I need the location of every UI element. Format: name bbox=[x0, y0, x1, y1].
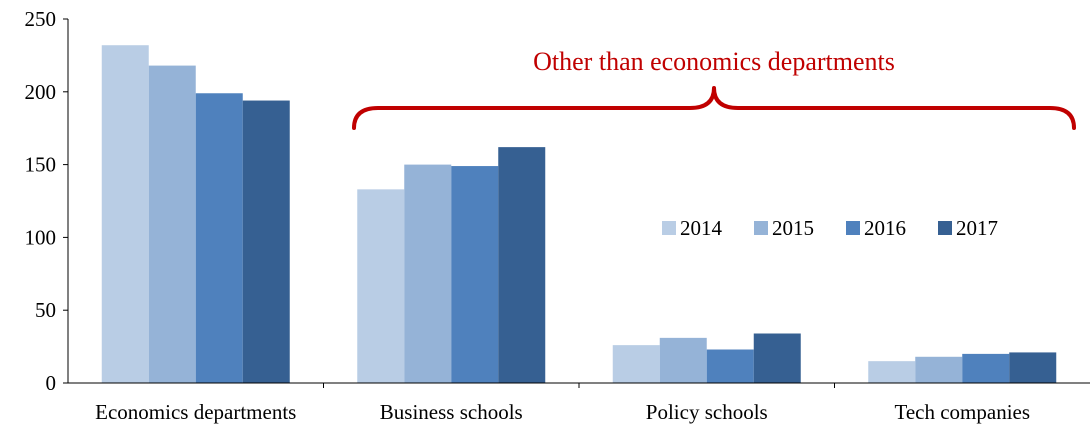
bar-2015 bbox=[148, 65, 196, 383]
bar-group bbox=[101, 45, 290, 384]
y-tick-label: 50 bbox=[35, 298, 56, 322]
legend-swatch bbox=[754, 221, 768, 235]
bar-group bbox=[612, 333, 801, 383]
legend-item: 2017 bbox=[938, 216, 998, 240]
bar-group bbox=[868, 352, 1057, 383]
annotation-brace bbox=[352, 86, 1076, 130]
y-tick-label: 0 bbox=[46, 371, 57, 395]
bar-2017 bbox=[1009, 352, 1057, 383]
bars-layer bbox=[101, 45, 1057, 384]
bar-group bbox=[357, 147, 546, 383]
legend: 2014 2015 2016 2017 bbox=[662, 216, 998, 240]
annotation-layer: Other than economics departments bbox=[352, 47, 1076, 130]
legend-item: 2014 bbox=[662, 216, 723, 240]
legend-label: 2016 bbox=[864, 216, 906, 240]
bar-2014 bbox=[357, 189, 405, 383]
bar-2017 bbox=[498, 147, 546, 383]
bar-2014 bbox=[868, 361, 916, 383]
legend-swatch bbox=[662, 221, 676, 235]
y-tick-label: 100 bbox=[25, 225, 57, 249]
x-tick-label: Business schools bbox=[380, 400, 523, 424]
legend-label: 2015 bbox=[772, 216, 814, 240]
y-tick-label: 200 bbox=[25, 80, 57, 104]
y-tick-label: 250 bbox=[25, 7, 57, 31]
legend-swatch bbox=[846, 221, 860, 235]
legend-label: 2014 bbox=[680, 216, 723, 240]
x-tick-label: Policy schools bbox=[646, 400, 768, 424]
bar-2017 bbox=[753, 333, 801, 383]
bar-2016 bbox=[451, 166, 499, 383]
bar-2016 bbox=[706, 349, 754, 383]
bar-2016 bbox=[195, 93, 243, 383]
legend-label: 2017 bbox=[956, 216, 998, 240]
bar-2014 bbox=[612, 345, 660, 383]
bar-2017 bbox=[242, 100, 290, 383]
legend-item: 2015 bbox=[754, 216, 814, 240]
x-tick-label: Tech companies bbox=[894, 400, 1030, 424]
x-tick-label: Economics departments bbox=[95, 400, 296, 424]
legend-swatch bbox=[938, 221, 952, 235]
bar-2016 bbox=[962, 353, 1010, 383]
bar-2015 bbox=[659, 337, 707, 383]
y-tick-label: 150 bbox=[25, 153, 57, 177]
annotation-label: Other than economics departments bbox=[533, 47, 895, 76]
legend-item: 2016 bbox=[846, 216, 906, 240]
axes-layer: 0 50 100 150 200 250 Economics departments Busi… bbox=[25, 7, 1090, 424]
bar-2015 bbox=[404, 164, 452, 383]
bar-2015 bbox=[915, 356, 963, 383]
bar-2014 bbox=[101, 45, 149, 384]
